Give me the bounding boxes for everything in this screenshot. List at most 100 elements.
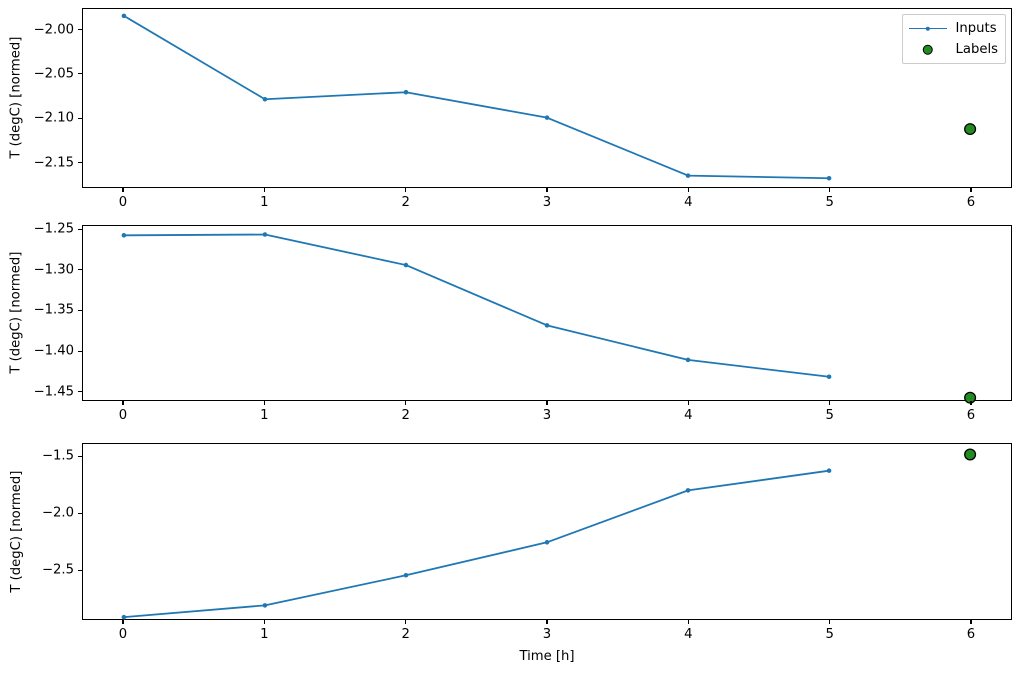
data-point-inputs [121, 233, 127, 238]
x-tick-label: 6 [966, 408, 976, 423]
x-tick-label: 0 [118, 195, 128, 210]
legend-swatch-labels [909, 42, 947, 58]
data-point-inputs [685, 357, 691, 363]
x-tick-mark [829, 401, 831, 405]
y-tick-label: −2.15 [33, 155, 74, 171]
y-tick-mark [78, 117, 82, 119]
y-tick-mark [78, 350, 82, 352]
x-tick-mark [687, 620, 689, 624]
x-tick-label: 5 [825, 408, 834, 423]
x-tick-mark [122, 401, 124, 405]
data-point-inputs [544, 115, 550, 120]
x-tick-label: 2 [401, 627, 410, 642]
legend-marker-icon [925, 26, 930, 31]
x-tick-label: 4 [684, 195, 693, 210]
x-tick-label: 1 [260, 195, 269, 210]
x-tick-label: 3 [542, 408, 552, 423]
data-point-inputs [403, 89, 409, 95]
data-point-inputs [403, 573, 409, 578]
series-line-inputs [123, 233, 830, 378]
x-tick-mark [263, 620, 265, 624]
series-line-inputs [123, 469, 830, 619]
y-tick-label: −1.40 [33, 343, 74, 359]
x-tick-mark [546, 620, 548, 624]
y-tick-label: −1.45 [33, 384, 74, 400]
x-tick-label: 4 [684, 627, 693, 642]
data-point-inputs [262, 232, 268, 237]
plot-area-2 [121, 232, 977, 404]
x-tick-label: 1 [260, 627, 269, 642]
y-tick-mark [78, 228, 82, 230]
y-tick-label: −2.0 [41, 505, 74, 521]
x-tick-mark [263, 188, 265, 192]
y-axis-label: T (degC) [normed] [8, 251, 24, 374]
data-point-inputs [685, 173, 691, 178]
data-point-inputs [826, 374, 832, 380]
y-tick-label: −1.30 [33, 262, 74, 278]
x-tick-mark [970, 188, 972, 192]
x-tick-mark [405, 620, 407, 624]
y-tick-mark [78, 455, 82, 457]
x-tick-label: 6 [966, 195, 976, 210]
legend-circle-icon [922, 44, 933, 55]
data-point-inputs [544, 323, 550, 328]
x-tick-label: 2 [401, 195, 410, 210]
x-tick-mark [405, 401, 407, 405]
data-point-inputs [826, 175, 832, 181]
data-point-inputs [826, 468, 832, 473]
x-tick-label: 2 [401, 408, 410, 423]
data-point-inputs [262, 96, 268, 102]
y-tick-label: −2.00 [33, 21, 74, 37]
plot-area-1 [121, 13, 977, 181]
subplot-2 [82, 225, 1012, 404]
x-tick-mark [263, 401, 265, 405]
x-tick-label: 3 [542, 195, 552, 210]
x-tick-mark [829, 188, 831, 192]
x-tick-label: 5 [825, 627, 834, 642]
x-tick-label: 1 [260, 408, 269, 423]
y-tick-label: −1.5 [41, 448, 74, 464]
x-tick-mark [122, 188, 124, 192]
y-tick-label: −1.35 [33, 302, 74, 318]
data-point-label [964, 448, 977, 461]
legend-item-inputs[interactable]: Inputs [908, 20, 998, 37]
x-tick-label: 6 [966, 627, 976, 642]
x-tick-label: 5 [825, 195, 834, 210]
y-tick-mark [78, 391, 82, 393]
y-tick-mark [78, 162, 82, 164]
legend-label: Inputs [955, 20, 997, 36]
x-tick-mark [687, 401, 689, 405]
y-tick-mark [78, 29, 82, 31]
x-tick-mark [970, 401, 972, 405]
legend-item-labels[interactable]: Labels [909, 41, 998, 58]
data-point-inputs [403, 262, 409, 268]
y-axis-label: T (degC) [normed] [8, 36, 24, 159]
chart-legend: Inputs Labels [901, 14, 1006, 64]
y-tick-mark [78, 309, 82, 311]
subplot-3 [82, 443, 1012, 620]
subplot-1 [82, 8, 1012, 188]
x-tick-mark [546, 401, 548, 405]
legend-label: Labels [955, 41, 998, 57]
data-point-inputs [685, 488, 691, 493]
data-point-inputs [121, 614, 127, 620]
plot-area-3 [121, 448, 977, 620]
y-tick-mark [78, 269, 82, 271]
data-point-inputs [262, 603, 268, 608]
y-tick-label: −2.5 [41, 562, 74, 578]
y-tick-mark [78, 73, 82, 75]
x-tick-mark [829, 620, 831, 624]
x-tick-label: 0 [118, 627, 128, 642]
x-tick-label: 3 [542, 627, 552, 642]
x-tick-mark [687, 188, 689, 192]
series-line-inputs [123, 14, 830, 180]
data-point-label [964, 123, 977, 136]
y-tick-mark [78, 569, 82, 571]
x-tick-mark [546, 188, 548, 192]
y-tick-label: −2.05 [33, 66, 74, 82]
y-tick-label: −1.25 [33, 221, 74, 237]
x-tick-label: 0 [118, 408, 128, 423]
x-tick-label: 4 [684, 408, 693, 423]
y-axis-label: T (degC) [normed] [8, 470, 24, 593]
